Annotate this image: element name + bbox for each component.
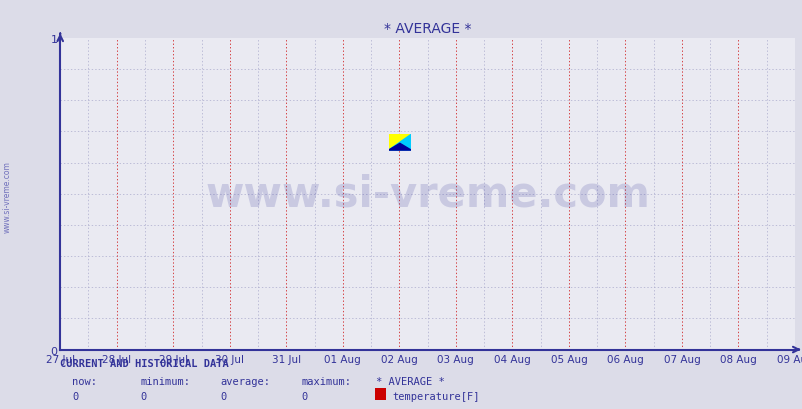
Polygon shape bbox=[388, 135, 411, 151]
Text: * AVERAGE *: * AVERAGE * bbox=[375, 375, 444, 386]
Text: 0: 0 bbox=[140, 391, 147, 401]
Title: * AVERAGE *: * AVERAGE * bbox=[383, 22, 471, 36]
Text: 0: 0 bbox=[301, 391, 307, 401]
Text: www.si-vreme.com: www.si-vreme.com bbox=[205, 173, 650, 215]
Text: now:: now: bbox=[72, 375, 97, 386]
Text: minimum:: minimum: bbox=[140, 375, 190, 386]
Text: 0: 0 bbox=[221, 391, 227, 401]
Text: average:: average: bbox=[221, 375, 270, 386]
Text: maximum:: maximum: bbox=[301, 375, 350, 386]
Text: www.si-vreme.com: www.si-vreme.com bbox=[2, 160, 11, 232]
Polygon shape bbox=[388, 144, 411, 151]
Text: temperature[F]: temperature[F] bbox=[392, 391, 480, 401]
Text: CURRENT AND HISTORICAL DATA: CURRENT AND HISTORICAL DATA bbox=[60, 358, 229, 368]
Text: 0: 0 bbox=[72, 391, 79, 401]
Polygon shape bbox=[388, 135, 411, 151]
